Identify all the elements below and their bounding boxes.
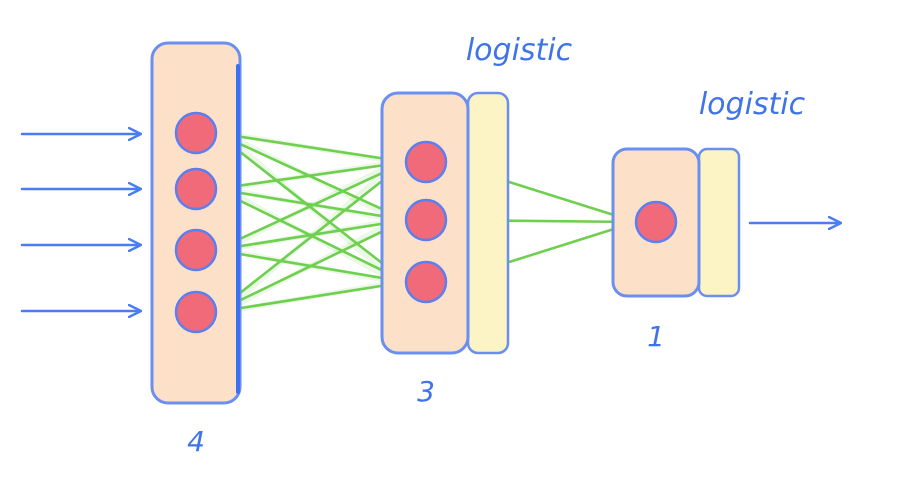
layer-2-activation-label: logistic xyxy=(466,33,573,68)
activation-box xyxy=(466,91,510,355)
layer-box xyxy=(150,41,242,405)
connection-line xyxy=(214,160,408,314)
neuron-layer-2-unit-2 xyxy=(404,198,448,242)
activation-box xyxy=(697,147,741,298)
input-arrows xyxy=(20,134,140,311)
connection-line xyxy=(214,218,408,314)
layer-1-unit-count: 4 xyxy=(187,425,205,458)
neuron-layer-3-unit-1 xyxy=(634,200,678,244)
neuron-layer-1-unit-4 xyxy=(174,290,218,334)
neuron-layer-2-unit-3 xyxy=(404,260,448,304)
neuron-layer-1-unit-1 xyxy=(174,111,218,155)
neuron-layer-1-unit-2 xyxy=(174,167,218,211)
layer-1 xyxy=(150,41,242,405)
connections xyxy=(214,130,638,315)
connection-line xyxy=(214,218,408,252)
connection-line xyxy=(214,280,408,314)
connection-line xyxy=(214,160,408,191)
layer-3-activation-label: logistic xyxy=(699,87,806,122)
neuron-layer-2-unit-1 xyxy=(404,140,448,184)
connection-line xyxy=(214,131,408,284)
connection-line xyxy=(214,187,408,222)
connection-line xyxy=(214,160,408,252)
neuron-layer-1-unit-3 xyxy=(174,228,218,272)
connection-line xyxy=(214,131,408,164)
neurons xyxy=(174,111,678,334)
layer-3-unit-count: 1 xyxy=(647,320,665,353)
layer-2-unit-count: 3 xyxy=(417,375,435,408)
